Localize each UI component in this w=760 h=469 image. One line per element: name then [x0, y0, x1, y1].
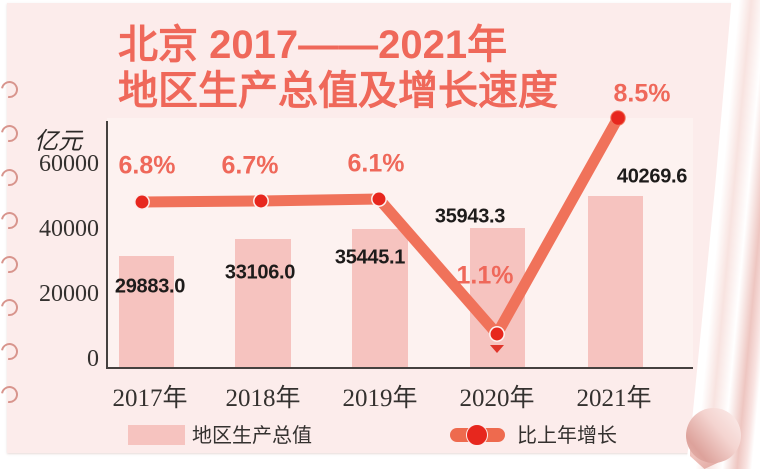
- growth-label: 6.1%: [347, 149, 405, 178]
- growth-label: 1.1%: [456, 261, 514, 290]
- legend-bar-label: 地区生产总值: [192, 425, 312, 447]
- chart-title-line2: 地区生产总值及增长速度: [118, 69, 558, 114]
- y-tick-label: 40000: [39, 216, 99, 242]
- x-tick-label: 2018年: [225, 385, 301, 412]
- data-point-2018: [253, 193, 269, 209]
- bar-2018: [235, 239, 291, 367]
- chart-title-line1: 北京 2017——2021年: [118, 23, 508, 67]
- bar-value-label: 35943.3: [434, 205, 506, 228]
- bar-value-label: 40269.6: [616, 165, 688, 188]
- bar-2019: [352, 229, 408, 367]
- y-axis-unit: 亿元: [34, 129, 82, 155]
- growth-label: 6.7%: [221, 151, 279, 180]
- x-tick-label: 2019年: [342, 385, 418, 412]
- bar-value-label: 29883.0: [114, 275, 186, 298]
- legend-bar-swatch: [128, 425, 185, 445]
- legend-line-label: 比上年增长: [517, 425, 617, 447]
- y-axis-line: [106, 121, 108, 368]
- bar-value-label: 33106.0: [224, 261, 296, 284]
- chart-title: 北京 2017——2021年 地区生产总值及增长速度: [118, 22, 558, 115]
- legend-line-dot-icon: [466, 424, 488, 446]
- bar-2021: [588, 196, 643, 367]
- page-curl-roll: [686, 408, 741, 463]
- x-tick-label: 2021年: [576, 385, 652, 412]
- data-point-2019: [371, 191, 387, 207]
- x-tick-label: 2017年: [112, 385, 188, 412]
- bar-value-label: 35445.1: [334, 246, 406, 269]
- y-tick-label: 60000: [39, 151, 99, 177]
- bar-2017: [119, 256, 174, 367]
- x-axis-line: [106, 367, 693, 369]
- data-point-2017: [134, 194, 150, 210]
- dip-arrow-icon: [490, 345, 504, 353]
- growth-label: 6.8%: [118, 151, 176, 180]
- data-point-2021: [610, 110, 626, 126]
- x-tick-label: 2020年: [459, 385, 535, 412]
- data-point-2020: [489, 326, 505, 342]
- y-tick-label: 0: [87, 346, 99, 372]
- growth-label: 8.5%: [613, 79, 671, 108]
- y-tick-label: 20000: [39, 281, 99, 307]
